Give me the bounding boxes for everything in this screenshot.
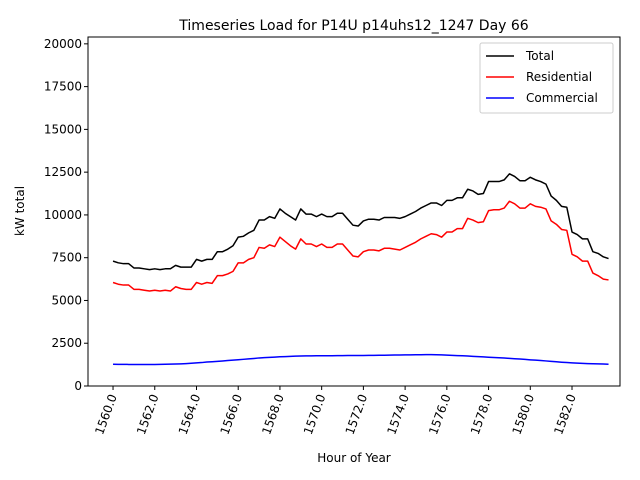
series-lines <box>112 173 609 366</box>
y-tick-label: 20000 <box>44 37 82 51</box>
plot-frame <box>87 36 621 387</box>
y-tick-label: 0 <box>74 379 82 393</box>
legend: Total Residential Commercial <box>479 42 614 114</box>
y-tick-label: 17500 <box>44 80 82 94</box>
y-axis-label: kW total <box>13 186 27 236</box>
chart-title: Timeseries Load for P14U p14uhs12_1247 D… <box>178 18 528 34</box>
series-line-commercial <box>113 353 609 366</box>
legend-label-residential: Residential <box>526 70 592 84</box>
y-axis-ticks: 0 2500 5000 7500 10000 12500 15000 17500 20000 <box>44 37 88 393</box>
y-tick-label: 2500 <box>51 336 82 350</box>
y-tick-label: 10000 <box>44 208 82 222</box>
legend-label-commercial: Commercial <box>526 91 598 105</box>
series-line-residential <box>112 200 609 292</box>
y-tick-label: 12500 <box>44 165 82 179</box>
x-axis-label: Hour of Year <box>317 451 391 465</box>
legend-box <box>479 42 614 114</box>
legend-label-total: Total <box>525 49 554 63</box>
y-tick-label: 15000 <box>44 122 82 136</box>
y-tick-label: 7500 <box>51 251 82 265</box>
y-tick-label: 5000 <box>51 293 82 307</box>
series-line-total <box>112 173 609 271</box>
